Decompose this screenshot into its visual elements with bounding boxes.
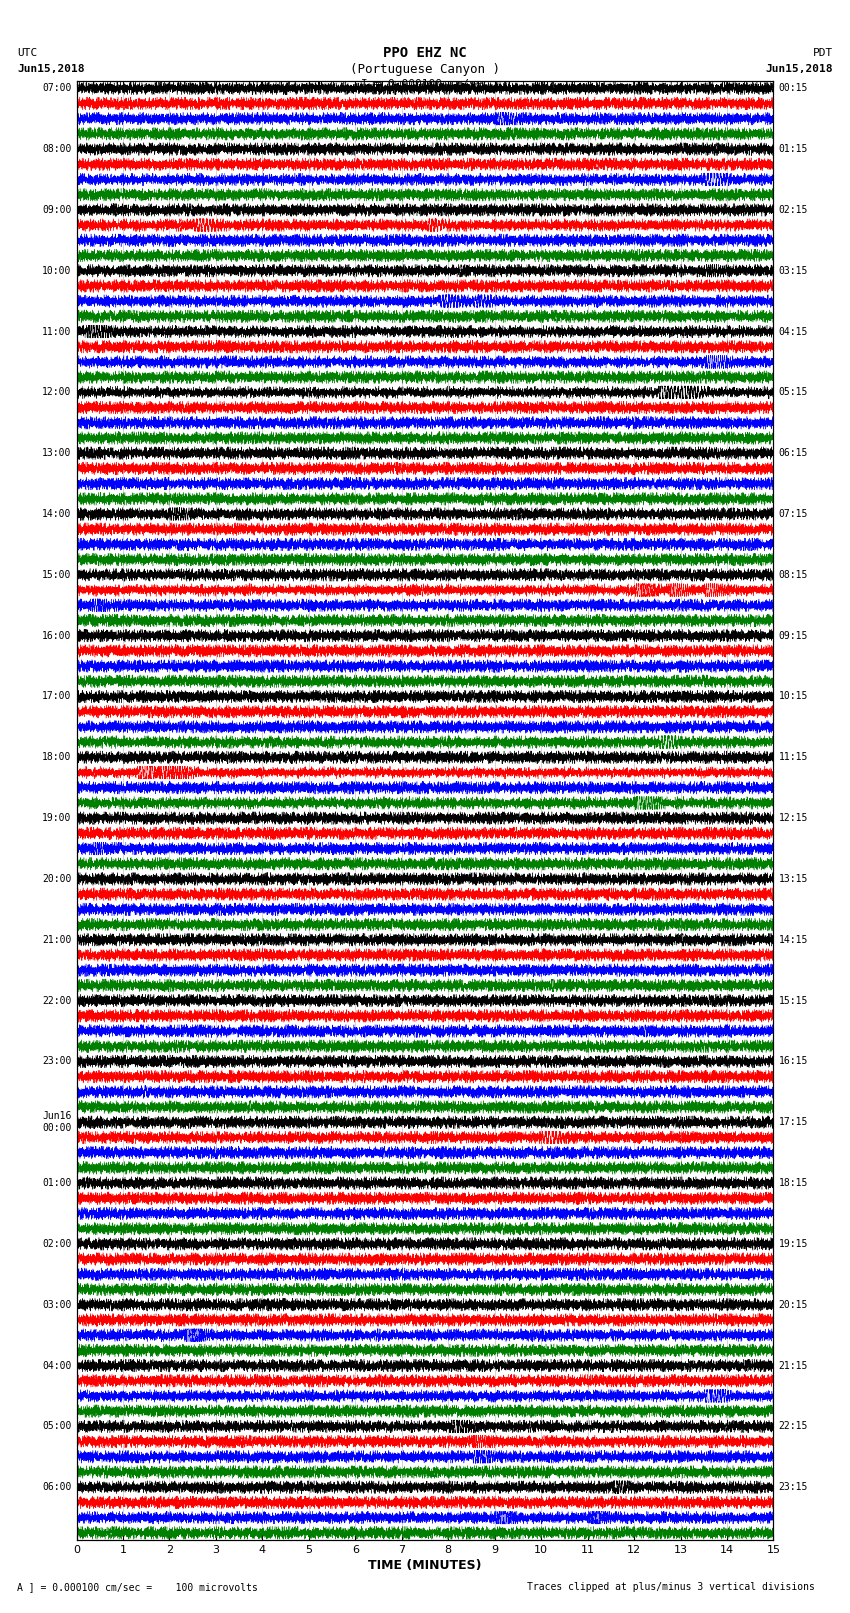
Text: I = 0.000100 cm/sec: I = 0.000100 cm/sec (361, 79, 489, 89)
Text: (Portuguese Canyon ): (Portuguese Canyon ) (350, 63, 500, 76)
Text: UTC: UTC (17, 48, 37, 58)
Text: Traces clipped at plus/minus 3 vertical divisions: Traces clipped at plus/minus 3 vertical … (527, 1582, 815, 1592)
Text: A ] = 0.000100 cm/sec =    100 microvolts: A ] = 0.000100 cm/sec = 100 microvolts (17, 1582, 258, 1592)
X-axis label: TIME (MINUTES): TIME (MINUTES) (368, 1560, 482, 1573)
Text: PPO EHZ NC: PPO EHZ NC (383, 47, 467, 60)
Text: PDT: PDT (813, 48, 833, 58)
Text: Jun15,2018: Jun15,2018 (17, 65, 84, 74)
Text: Jun15,2018: Jun15,2018 (766, 65, 833, 74)
